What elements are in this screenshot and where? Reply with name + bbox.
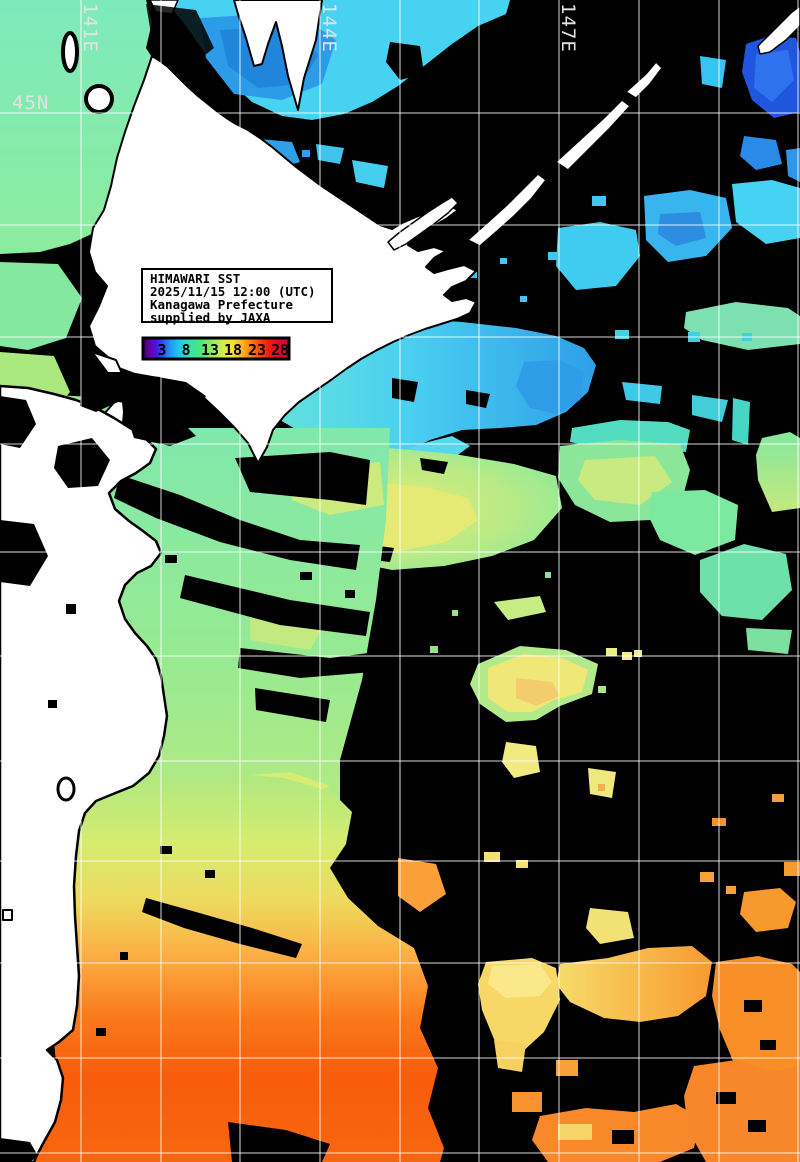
colorbar-tick: 13 bbox=[201, 341, 219, 359]
land-shiretoko bbox=[387, 196, 459, 251]
lon-label: 141E bbox=[79, 3, 101, 53]
land-kunashiri bbox=[467, 173, 547, 247]
colorbar-tick: 3 bbox=[157, 341, 166, 359]
land-rishiri-island bbox=[84, 84, 114, 114]
lon-label: 144E bbox=[318, 3, 340, 53]
info-box-credit: supplied by JAXA bbox=[150, 310, 271, 325]
land-small-islet bbox=[2, 909, 13, 921]
land-rebun-island bbox=[61, 31, 79, 73]
land-okushiri-island bbox=[56, 776, 76, 802]
lon-label: 147E bbox=[557, 3, 579, 53]
graticule-labels: 45N 141E 144E 147E bbox=[12, 3, 579, 114]
colorbar-tick: 23 bbox=[248, 341, 266, 359]
info-box-owner: Kanagawa Prefecture bbox=[150, 297, 293, 312]
info-box-datetime: 2025/11/15 12:00 (UTC) bbox=[150, 284, 316, 299]
colorbar-tick: 28 bbox=[271, 341, 289, 359]
colorbar-gradient bbox=[141, 336, 291, 361]
land-iturup-north bbox=[625, 61, 663, 99]
info-box-title: HIMAWARI SST bbox=[150, 271, 240, 286]
land-iturup-south bbox=[555, 99, 631, 171]
colorbar-tick: 8 bbox=[181, 341, 190, 359]
lat-label: 45N bbox=[12, 92, 49, 114]
colorbar: 3 8 13 18 23 28 bbox=[141, 336, 291, 361]
info-box: HIMAWARI SST 2025/11/15 12:00 (UTC) Kana… bbox=[141, 268, 333, 325]
colorbar-tick: 18 bbox=[224, 341, 242, 359]
land-honshu bbox=[0, 384, 169, 1162]
land-kuril-ne bbox=[757, 5, 800, 55]
land-sakhalin bbox=[233, 0, 323, 111]
